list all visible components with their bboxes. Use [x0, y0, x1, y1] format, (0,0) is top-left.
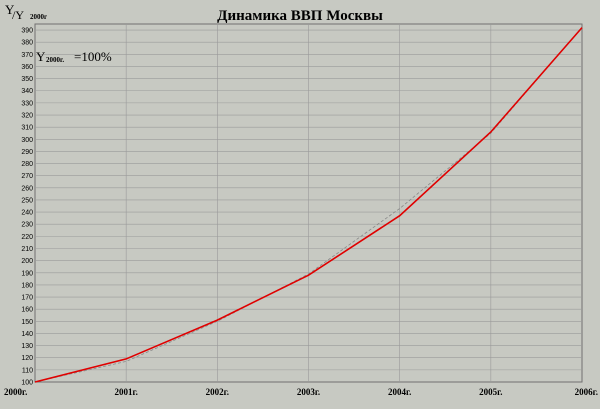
y-tick-label: 130 — [21, 343, 33, 350]
y-tick-label: 110 — [22, 367, 33, 374]
y-tick-label: 170 — [21, 295, 33, 302]
y-tick-label: 120 — [21, 355, 33, 362]
y-tick-label: 290 — [21, 149, 33, 156]
y-tick-label: 180 — [21, 282, 33, 289]
series-line-reference — [34, 27, 583, 383]
y-tick-label: 210 — [21, 246, 33, 253]
y-tick-label: 190 — [21, 270, 33, 277]
series-layer — [34, 27, 583, 383]
y-tick-label: 270 — [21, 173, 33, 180]
x-tick-labels: 2000г. 2001г. 2002г. 2003г. 2004г. 2005г. 2006… — [4, 387, 598, 397]
y-tick-label: 240 — [21, 210, 33, 217]
y-tick-label: 380 — [21, 40, 33, 47]
x-tick-label: 2004г. — [388, 387, 411, 397]
x-tick-label: 2003г. — [297, 387, 320, 397]
y-tick-label: 350 — [21, 76, 33, 83]
x-tick-label: 2002г. — [206, 387, 229, 397]
y-tick-label: 200 — [21, 258, 33, 265]
y-tick-label: 260 — [21, 185, 33, 192]
y-axis-label-over: /Y — [12, 8, 24, 22]
y-tick-label: 140 — [21, 331, 33, 338]
y-axis-label-sub: 2000г — [30, 13, 47, 21]
x-tick-label: 2001г. — [115, 387, 138, 397]
x-tick-label: 2006г. — [575, 387, 598, 397]
y-tick-label: 150 — [21, 319, 33, 326]
chart-title: Динамика ВВП Москвы — [217, 8, 383, 24]
y-tick-label: 280 — [21, 161, 33, 168]
y-tick-label: 220 — [21, 234, 33, 241]
x-tick-label: 2000г. — [4, 387, 27, 397]
y-tick-label: 370 — [21, 52, 33, 59]
grid-layer — [35, 24, 582, 382]
x-tick-label: 2005г. — [479, 387, 502, 397]
y-tick-labels: 100 110 120 130 140 150 160 170 180 190 200 210 220 2… — [21, 28, 33, 387]
y-tick-label: 160 — [21, 307, 33, 314]
series-line-main — [34, 27, 583, 383]
y-tick-label: 360 — [21, 64, 33, 71]
y-tick-label: 330 — [21, 100, 33, 107]
y-axis-label-main: Y — [5, 2, 15, 17]
base-year-annotation: Y 2000г. =100% — [36, 48, 112, 66]
annotation-sub: 2000г. — [46, 56, 64, 64]
y-tick-label: 230 — [21, 222, 33, 229]
annotation-y: Y — [36, 49, 46, 64]
y-tick-label: 390 — [21, 28, 33, 35]
y-tick-label: 100 — [21, 380, 33, 387]
y-axis-label: Y /Y 2000г — [5, 1, 47, 23]
y-tick-label: 320 — [21, 113, 33, 120]
y-tick-label: 340 — [21, 88, 33, 95]
y-tick-label: 300 — [21, 137, 33, 144]
y-tick-label: 310 — [21, 125, 33, 132]
annotation-rest: =100% — [74, 49, 112, 64]
y-tick-label: 250 — [21, 197, 33, 204]
